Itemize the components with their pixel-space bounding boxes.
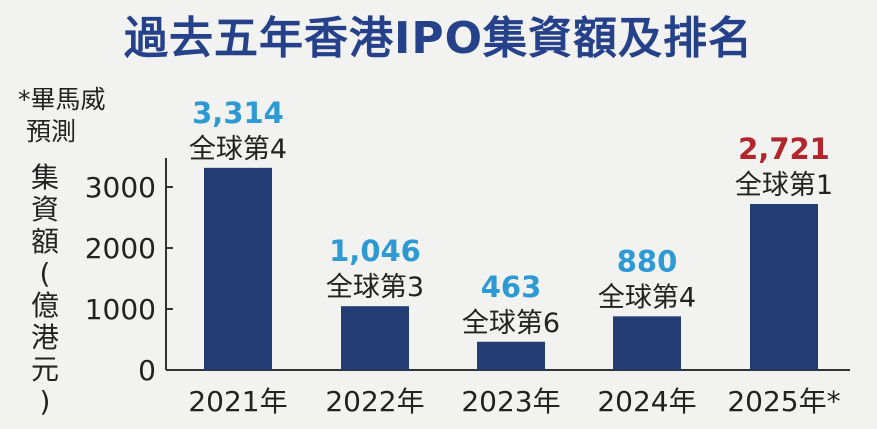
x-tick-label: 2025年*: [727, 385, 840, 418]
chart-title: 過去五年香港IPO集資額及排名: [123, 13, 754, 64]
rank-label: 全球第4: [598, 282, 696, 313]
y-axis-label-char: 資: [30, 193, 59, 226]
y-tick-label: 2000: [85, 232, 156, 265]
bar: [477, 341, 545, 370]
note-line-1: *畢馬威: [18, 85, 106, 114]
y-axis-label-char: 港: [30, 321, 59, 354]
y-axis-label-char: 額: [30, 225, 59, 258]
bar: [341, 306, 409, 370]
bar: [750, 204, 818, 370]
rank-label: 全球第4: [189, 134, 287, 165]
y-axis-label-char: (: [39, 257, 51, 290]
y-axis-label-char: 億: [30, 289, 59, 322]
y-tick-label: 1000: [85, 293, 156, 326]
x-tick-label: 2022年: [325, 385, 424, 418]
note-line-2: 預測: [26, 117, 77, 146]
rank-label: 全球第1: [735, 170, 833, 201]
bar: [613, 316, 681, 370]
data-label: 880: [617, 244, 678, 278]
rank-label: 全球第3: [326, 272, 424, 303]
data-label: 3,314: [192, 96, 284, 130]
y-axis-label-char: 元: [30, 353, 59, 386]
forecast-note: *畢馬威 預測: [18, 84, 106, 148]
y-tick-label: 0: [138, 354, 156, 387]
x-tick-label: 2023年: [461, 385, 560, 418]
data-label: 2,721: [738, 132, 830, 166]
data-label: 1,046: [329, 234, 421, 268]
x-tick-label: 2021年: [188, 385, 287, 418]
y-tick-label: 3000: [85, 171, 156, 204]
y-axis-label-char: ): [39, 385, 51, 418]
y-axis-label: 集 資 額 ( 億 港 元 ): [28, 162, 62, 418]
bar: [204, 167, 272, 370]
rank-label: 全球第6: [462, 308, 560, 339]
y-axis-label-char: 集: [30, 161, 59, 194]
x-tick-label: 2024年: [597, 385, 696, 418]
data-label: 463: [481, 270, 542, 304]
